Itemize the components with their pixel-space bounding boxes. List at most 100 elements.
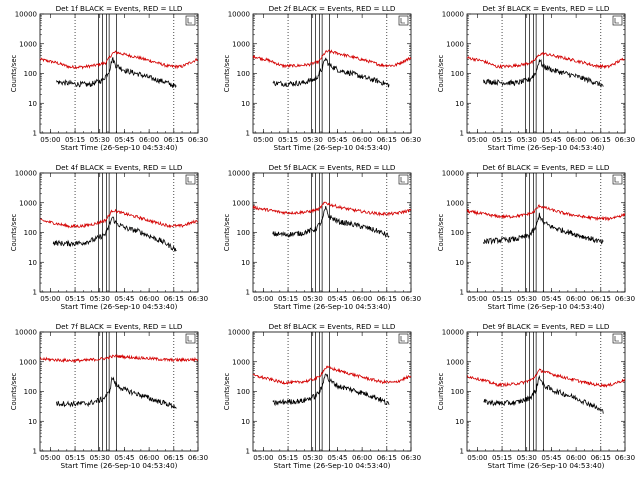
y-tick-label: 10 <box>455 418 464 426</box>
plot-frame <box>252 172 412 293</box>
x-tick-label: 05:00 <box>40 454 60 462</box>
x-tick-label: 05:15 <box>65 295 85 303</box>
x-tick-label: 06:30 <box>401 136 421 144</box>
y-tick-label: 10000 <box>442 11 464 19</box>
legend-mark <box>614 177 619 183</box>
x-tick-label: 05:45 <box>114 136 134 144</box>
plot-title: Det 4f BLACK = Events, RED = LLD <box>56 163 183 172</box>
y-tick-label: 10000 <box>228 170 250 178</box>
y-tick-label: 10 <box>455 259 464 267</box>
x-tick-label: 05:00 <box>253 295 273 303</box>
y-tick-label: 100 <box>451 229 464 237</box>
lld-series-line <box>252 365 412 385</box>
lld-series-line <box>466 368 626 388</box>
x-tick-label: 06:30 <box>615 136 635 144</box>
y-tick-label: 100 <box>451 388 464 396</box>
y-tick-label: 10 <box>455 100 464 108</box>
legend-mark <box>400 177 405 183</box>
lld-series-line <box>39 208 198 229</box>
x-tick-label: 06:30 <box>401 295 421 303</box>
plot-frame <box>466 331 626 452</box>
y-tick-label: 10 <box>28 100 37 108</box>
x-tick-label: 05:15 <box>278 136 298 144</box>
x-tick-label: 05:15 <box>278 295 298 303</box>
plot-title: Det 7f BLACK = Events, RED = LLD <box>56 322 183 331</box>
x-axis-label: Start Time (26-Sep-10 04:53:40) <box>61 143 178 152</box>
y-axis-label: Counts/sec <box>437 55 445 93</box>
x-tick-label: 06:15 <box>164 295 184 303</box>
x-tick-label: 05:15 <box>65 136 85 144</box>
y-tick-label: 1000 <box>232 199 250 207</box>
detector-panel-2: Det 2f BLACK = Events, RED = LLD 1 10 100 10… <box>223 4 421 152</box>
events-series-line <box>483 374 604 414</box>
x-tick-label: 06:15 <box>164 454 184 462</box>
legend-box <box>612 333 623 344</box>
y-tick-label: 10 <box>241 259 250 267</box>
legend-mark <box>614 336 619 342</box>
y-tick-label: 1000 <box>232 40 250 48</box>
y-tick-label: 1000 <box>19 199 37 207</box>
legend-mark <box>400 336 405 342</box>
y-tick-label: 100 <box>451 70 464 78</box>
x-tick-label: 05:30 <box>303 295 323 303</box>
y-tick-label: 1 <box>33 289 37 297</box>
y-tick-label: 1000 <box>446 358 464 366</box>
x-tick-label: 05:00 <box>467 295 487 303</box>
x-tick-label: 06:15 <box>591 454 611 462</box>
y-tick-label: 100 <box>237 70 250 78</box>
events-series-line <box>272 57 390 88</box>
x-axis-label: Start Time (26-Sep-10 04:53:40) <box>488 302 605 311</box>
y-tick-label: 1000 <box>19 358 37 366</box>
y-tick-label: 10 <box>28 259 37 267</box>
y-tick-label: 1000 <box>19 40 37 48</box>
detector-panel-6: Det 6f BLACK = Events, RED = LLD 1 10 100 10… <box>437 163 635 311</box>
y-tick-label: 10000 <box>442 170 464 178</box>
plot-frame <box>39 13 199 134</box>
x-tick-label: 06:15 <box>377 295 397 303</box>
x-tick-label: 05:15 <box>492 136 512 144</box>
x-tick-label: 05:45 <box>541 454 561 462</box>
plot-title: Det 1f BLACK = Events, RED = LLD <box>56 4 183 13</box>
x-tick-label: 05:00 <box>467 454 487 462</box>
x-axis-label: Start Time (26-Sep-10 04:53:40) <box>274 143 391 152</box>
plot-frame <box>466 13 626 134</box>
legend-box <box>185 15 196 26</box>
x-tick-label: 06:30 <box>401 454 421 462</box>
y-tick-label: 10000 <box>442 329 464 337</box>
detector-panel-8: Det 8f BLACK = Events, RED = LLD 1 10 100 10… <box>223 322 421 470</box>
y-axis-label: Counts/sec <box>10 214 18 252</box>
y-axis-label: Counts/sec <box>10 373 18 411</box>
x-tick-label: 05:00 <box>467 136 487 144</box>
y-tick-label: 100 <box>237 229 250 237</box>
x-tick-label: 06:00 <box>139 295 159 303</box>
detector-panel-1: Det 1f BLACK = Events, RED = LLD 1 10 100 10… <box>10 4 208 152</box>
detector-panel-9: Det 9f BLACK = Events, RED = LLD 1 10 100 10… <box>437 322 635 470</box>
plot-title: Det 8f BLACK = Events, RED = LLD <box>269 322 396 331</box>
x-tick-label: 05:30 <box>517 295 537 303</box>
y-tick-label: 10000 <box>15 329 37 337</box>
lld-series-line <box>466 204 626 222</box>
y-tick-label: 1 <box>246 289 250 297</box>
y-tick-label: 1 <box>460 130 464 138</box>
x-tick-label: 06:30 <box>615 454 635 462</box>
y-axis-label: Counts/sec <box>437 214 445 252</box>
x-axis-label: Start Time (26-Sep-10 04:53:40) <box>488 143 605 152</box>
y-tick-label: 10 <box>241 100 250 108</box>
x-tick-label: 05:00 <box>253 136 273 144</box>
y-axis-label: Counts/sec <box>223 214 231 252</box>
legend-box <box>185 333 196 344</box>
y-tick-label: 1 <box>460 289 464 297</box>
y-tick-label: 10000 <box>228 329 250 337</box>
legend-mark <box>187 336 192 342</box>
x-tick-label: 05:15 <box>65 454 85 462</box>
x-tick-label: 05:45 <box>327 136 347 144</box>
lld-series-line <box>252 49 412 69</box>
x-tick-label: 06:15 <box>377 454 397 462</box>
legend-mark <box>400 18 405 24</box>
x-tick-label: 06:00 <box>139 136 159 144</box>
lld-series-line <box>39 353 199 364</box>
events-series-line <box>483 212 604 245</box>
y-tick-label: 1000 <box>446 40 464 48</box>
x-tick-label: 06:15 <box>591 136 611 144</box>
legend-mark <box>614 18 619 24</box>
